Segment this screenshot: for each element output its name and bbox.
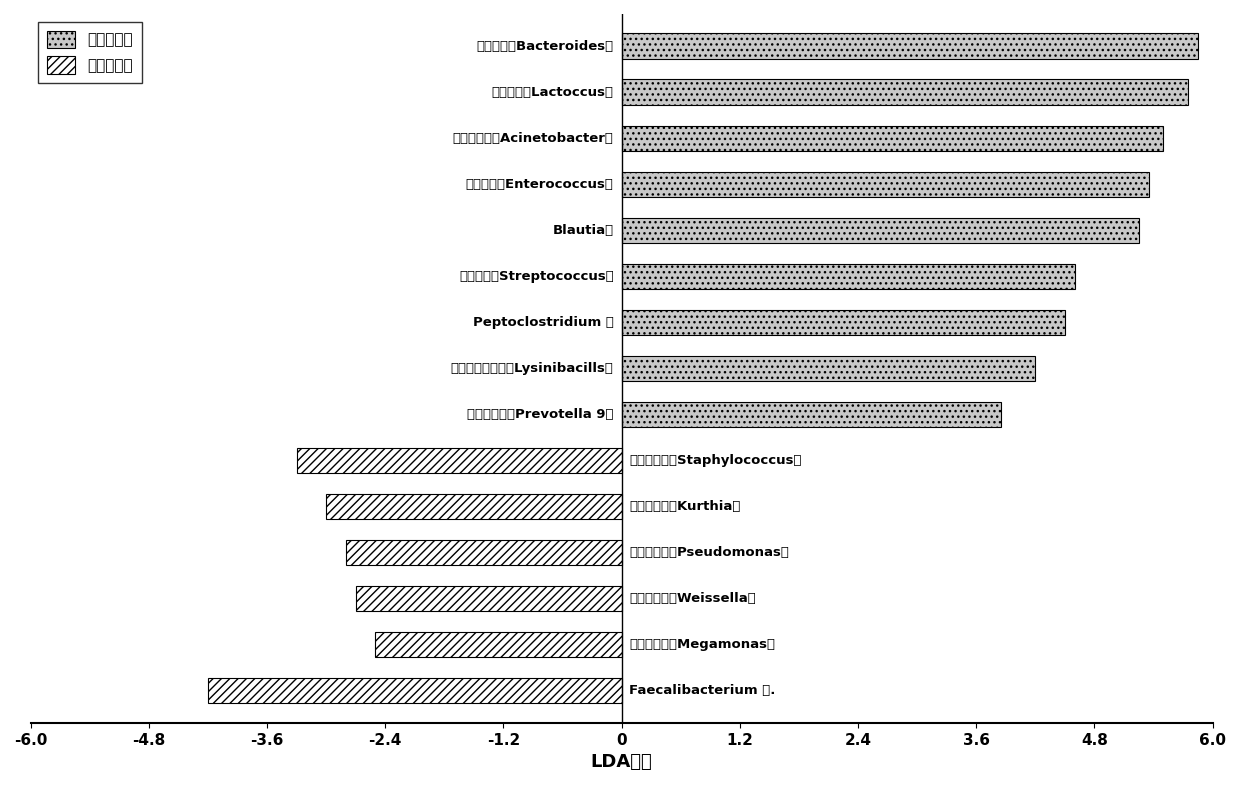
Text: Blautia属: Blautia属 bbox=[553, 224, 614, 237]
Bar bbox=[376, 632, 621, 657]
Bar bbox=[356, 586, 621, 612]
Bar bbox=[208, 678, 621, 703]
Text: 魏斯氏菌属（Weissella）: 魏斯氏菌属（Weissella） bbox=[630, 592, 756, 605]
X-axis label: LDA评分: LDA评分 bbox=[590, 753, 652, 771]
Text: 拟杆菌属（Bacteroides）: 拟杆菌属（Bacteroides） bbox=[476, 39, 614, 53]
Bar bbox=[621, 264, 1075, 289]
Text: 库特氏菌属（Kurthia）: 库特氏菌属（Kurthia） bbox=[630, 500, 740, 513]
Text: Faecalibacterium 属.: Faecalibacterium 属. bbox=[630, 684, 776, 697]
Bar bbox=[621, 217, 1138, 243]
Bar bbox=[621, 79, 1188, 105]
Bar bbox=[621, 309, 1065, 335]
Bar bbox=[621, 126, 1163, 151]
Text: 肠球菌属（Enterococcus）: 肠球菌属（Enterococcus） bbox=[466, 177, 614, 191]
Bar bbox=[346, 540, 621, 565]
Text: 锤球菌属（Streptococcus）: 锤球菌属（Streptococcus） bbox=[459, 270, 614, 283]
Text: 不动杆菌属（Acinetobacter）: 不动杆菌属（Acinetobacter） bbox=[453, 132, 614, 144]
Bar bbox=[621, 402, 1001, 427]
Text: 普雷沃菌属（Prevotella 9）: 普雷沃菌属（Prevotella 9） bbox=[467, 408, 614, 421]
Text: Peptoclostridium 属: Peptoclostridium 属 bbox=[472, 316, 614, 329]
Text: 乳球菌属（Lactoccus）: 乳球菌属（Lactoccus） bbox=[492, 86, 614, 99]
Bar bbox=[621, 34, 1198, 59]
Text: 巨单胞菌属（Megamonas）: 巨单胞菌属（Megamonas） bbox=[630, 638, 775, 651]
Text: 短小芽孢杆菌属（Lysinibacills）: 短小芽孢杆菌属（Lysinibacills） bbox=[451, 362, 614, 375]
Text: 葡萄球菌属（Staphylococcus）: 葡萄球菌属（Staphylococcus） bbox=[630, 454, 802, 467]
Bar bbox=[326, 494, 621, 519]
Legend: 化疗有效组, 化疗失效组: 化疗有效组, 化疗失效组 bbox=[38, 21, 141, 82]
Bar bbox=[296, 447, 621, 473]
Bar bbox=[621, 356, 1035, 381]
Text: 假单胞菌属（Pseudomonas）: 假单胞菌属（Pseudomonas） bbox=[630, 546, 790, 559]
Bar bbox=[621, 172, 1148, 197]
